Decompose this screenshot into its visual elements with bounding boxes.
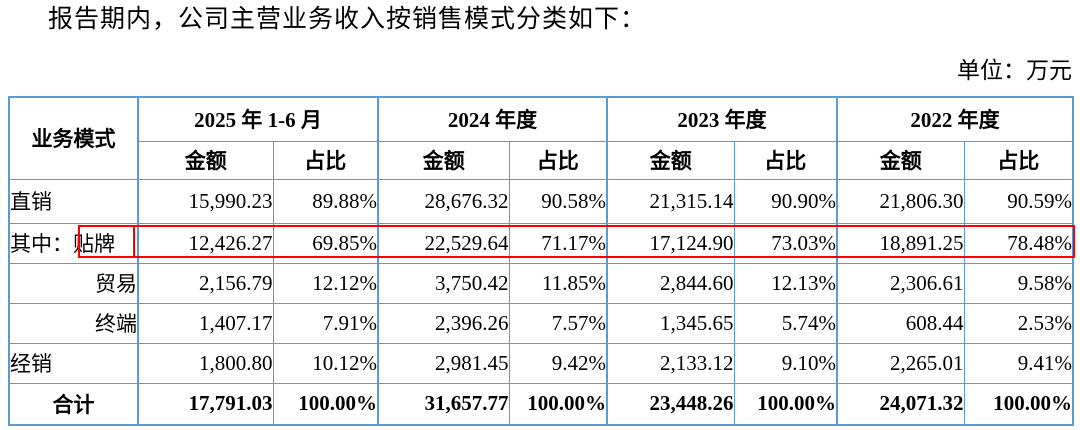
cell-ratio: 78.48% [963,222,1074,264]
table-row-distribution: 经销 1,800.80 10.12% 2,981.45 9.42% 2,133.… [8,342,1074,384]
cell-amount: 23,448.26 [606,382,735,426]
cell-amount: 2,265.01 [836,342,965,384]
col-header-period-2022: 2022 年度 [836,96,1074,142]
cell-ratio: 71.17% [508,222,608,264]
cell-amount: 31,657.77 [377,382,510,426]
cell-amount: 1,407.17 [137,302,274,344]
cell-amount: 17,791.03 [137,382,274,426]
col-header-amount: 金额 [377,140,510,180]
table-row-oem-highlighted: 其中：贴牌 12,426.27 69.85% 22,529.64 71.17% … [8,222,1074,264]
col-header-period-2023: 2023 年度 [606,96,838,142]
row-label: 合计 [8,382,139,426]
col-header-amount: 金额 [836,140,965,180]
row-label: 直销 [8,178,139,224]
cell-ratio: 12.12% [272,262,379,304]
cell-amount: 15,990.23 [137,178,274,224]
cell-amount: 2,306.61 [836,262,965,304]
row-label: 贸易 [8,262,139,304]
cell-ratio: 9.58% [963,262,1074,304]
cell-ratio: 90.58% [508,178,608,224]
table-row-direct-sales: 直销 15,990.23 89.88% 28,676.32 90.58% 21,… [8,178,1074,224]
unit-label: 单位：万元 [957,58,1072,83]
cell-amount: 2,844.60 [606,262,735,304]
cell-ratio: 100.00% [733,382,838,426]
col-header-ratio: 占比 [963,140,1074,180]
cell-amount: 2,156.79 [137,262,274,304]
cell-ratio: 7.91% [272,302,379,344]
cell-amount: 1,800.80 [137,342,274,384]
cell-amount: 12,426.27 [137,222,274,264]
row-label: 经销 [8,342,139,384]
cell-ratio: 100.00% [508,382,608,426]
cell-ratio: 90.59% [963,178,1074,224]
cell-ratio: 12.13% [733,262,838,304]
cell-amount: 1,345.65 [606,302,735,344]
col-header-amount: 金额 [606,140,735,180]
cell-ratio: 10.12% [272,342,379,384]
cell-amount: 21,315.14 [606,178,735,224]
table-row-trade: 贸易 2,156.79 12.12% 3,750.42 11.85% 2,844… [8,262,1074,304]
cell-ratio: 89.88% [272,178,379,224]
col-header-ratio: 占比 [733,140,838,180]
col-header-period-2024: 2024 年度 [377,96,608,142]
cell-amount: 3,750.42 [377,262,510,304]
cell-ratio: 2.53% [963,302,1074,344]
cell-amount: 608.44 [836,302,965,344]
cell-ratio: 90.90% [733,178,838,224]
cell-ratio: 100.00% [963,382,1074,426]
cell-amount: 28,676.32 [377,178,510,224]
cell-amount: 2,396.26 [377,302,510,344]
cell-ratio: 9.41% [963,342,1074,384]
cell-ratio: 100.00% [272,382,379,426]
table-row-total: 合计 17,791.03 100.00% 31,657.77 100.00% 2… [8,382,1074,426]
intro-text: 报告期内，公司主营业务收入按销售模式分类如下： [48,6,647,33]
revenue-by-sales-model-table: 业务模式 2025 年 1-6 月 2024 年度 2023 年度 2022 年… [8,96,1074,426]
cell-ratio: 11.85% [508,262,608,304]
col-header-amount: 金额 [137,140,274,180]
cell-ratio: 5.74% [733,302,838,344]
cell-ratio: 69.85% [272,222,379,264]
cell-amount: 17,124.90 [606,222,735,264]
col-header-ratio: 占比 [508,140,608,180]
cell-ratio: 73.03% [733,222,838,264]
cell-amount: 24,071.32 [836,382,965,426]
col-header-business-mode: 业务模式 [8,96,139,180]
cell-amount: 22,529.64 [377,222,510,264]
cell-amount: 18,891.25 [836,222,965,264]
col-header-ratio: 占比 [272,140,379,180]
cell-ratio: 7.57% [508,302,608,344]
cell-ratio: 9.10% [733,342,838,384]
cell-amount: 2,981.45 [377,342,510,384]
cell-ratio: 9.42% [508,342,608,384]
col-header-period-2025h1: 2025 年 1-6 月 [137,96,379,142]
table-row-terminal: 终端 1,407.17 7.91% 2,396.26 7.57% 1,345.6… [8,302,1074,344]
row-label: 终端 [8,302,139,344]
cell-amount: 2,133.12 [606,342,735,384]
cell-amount: 21,806.30 [836,178,965,224]
row-label-prefix: 其中： [10,232,73,256]
row-label: 其中：贴牌 [8,222,139,264]
row-label-highlighted: 贴牌 [73,232,115,256]
